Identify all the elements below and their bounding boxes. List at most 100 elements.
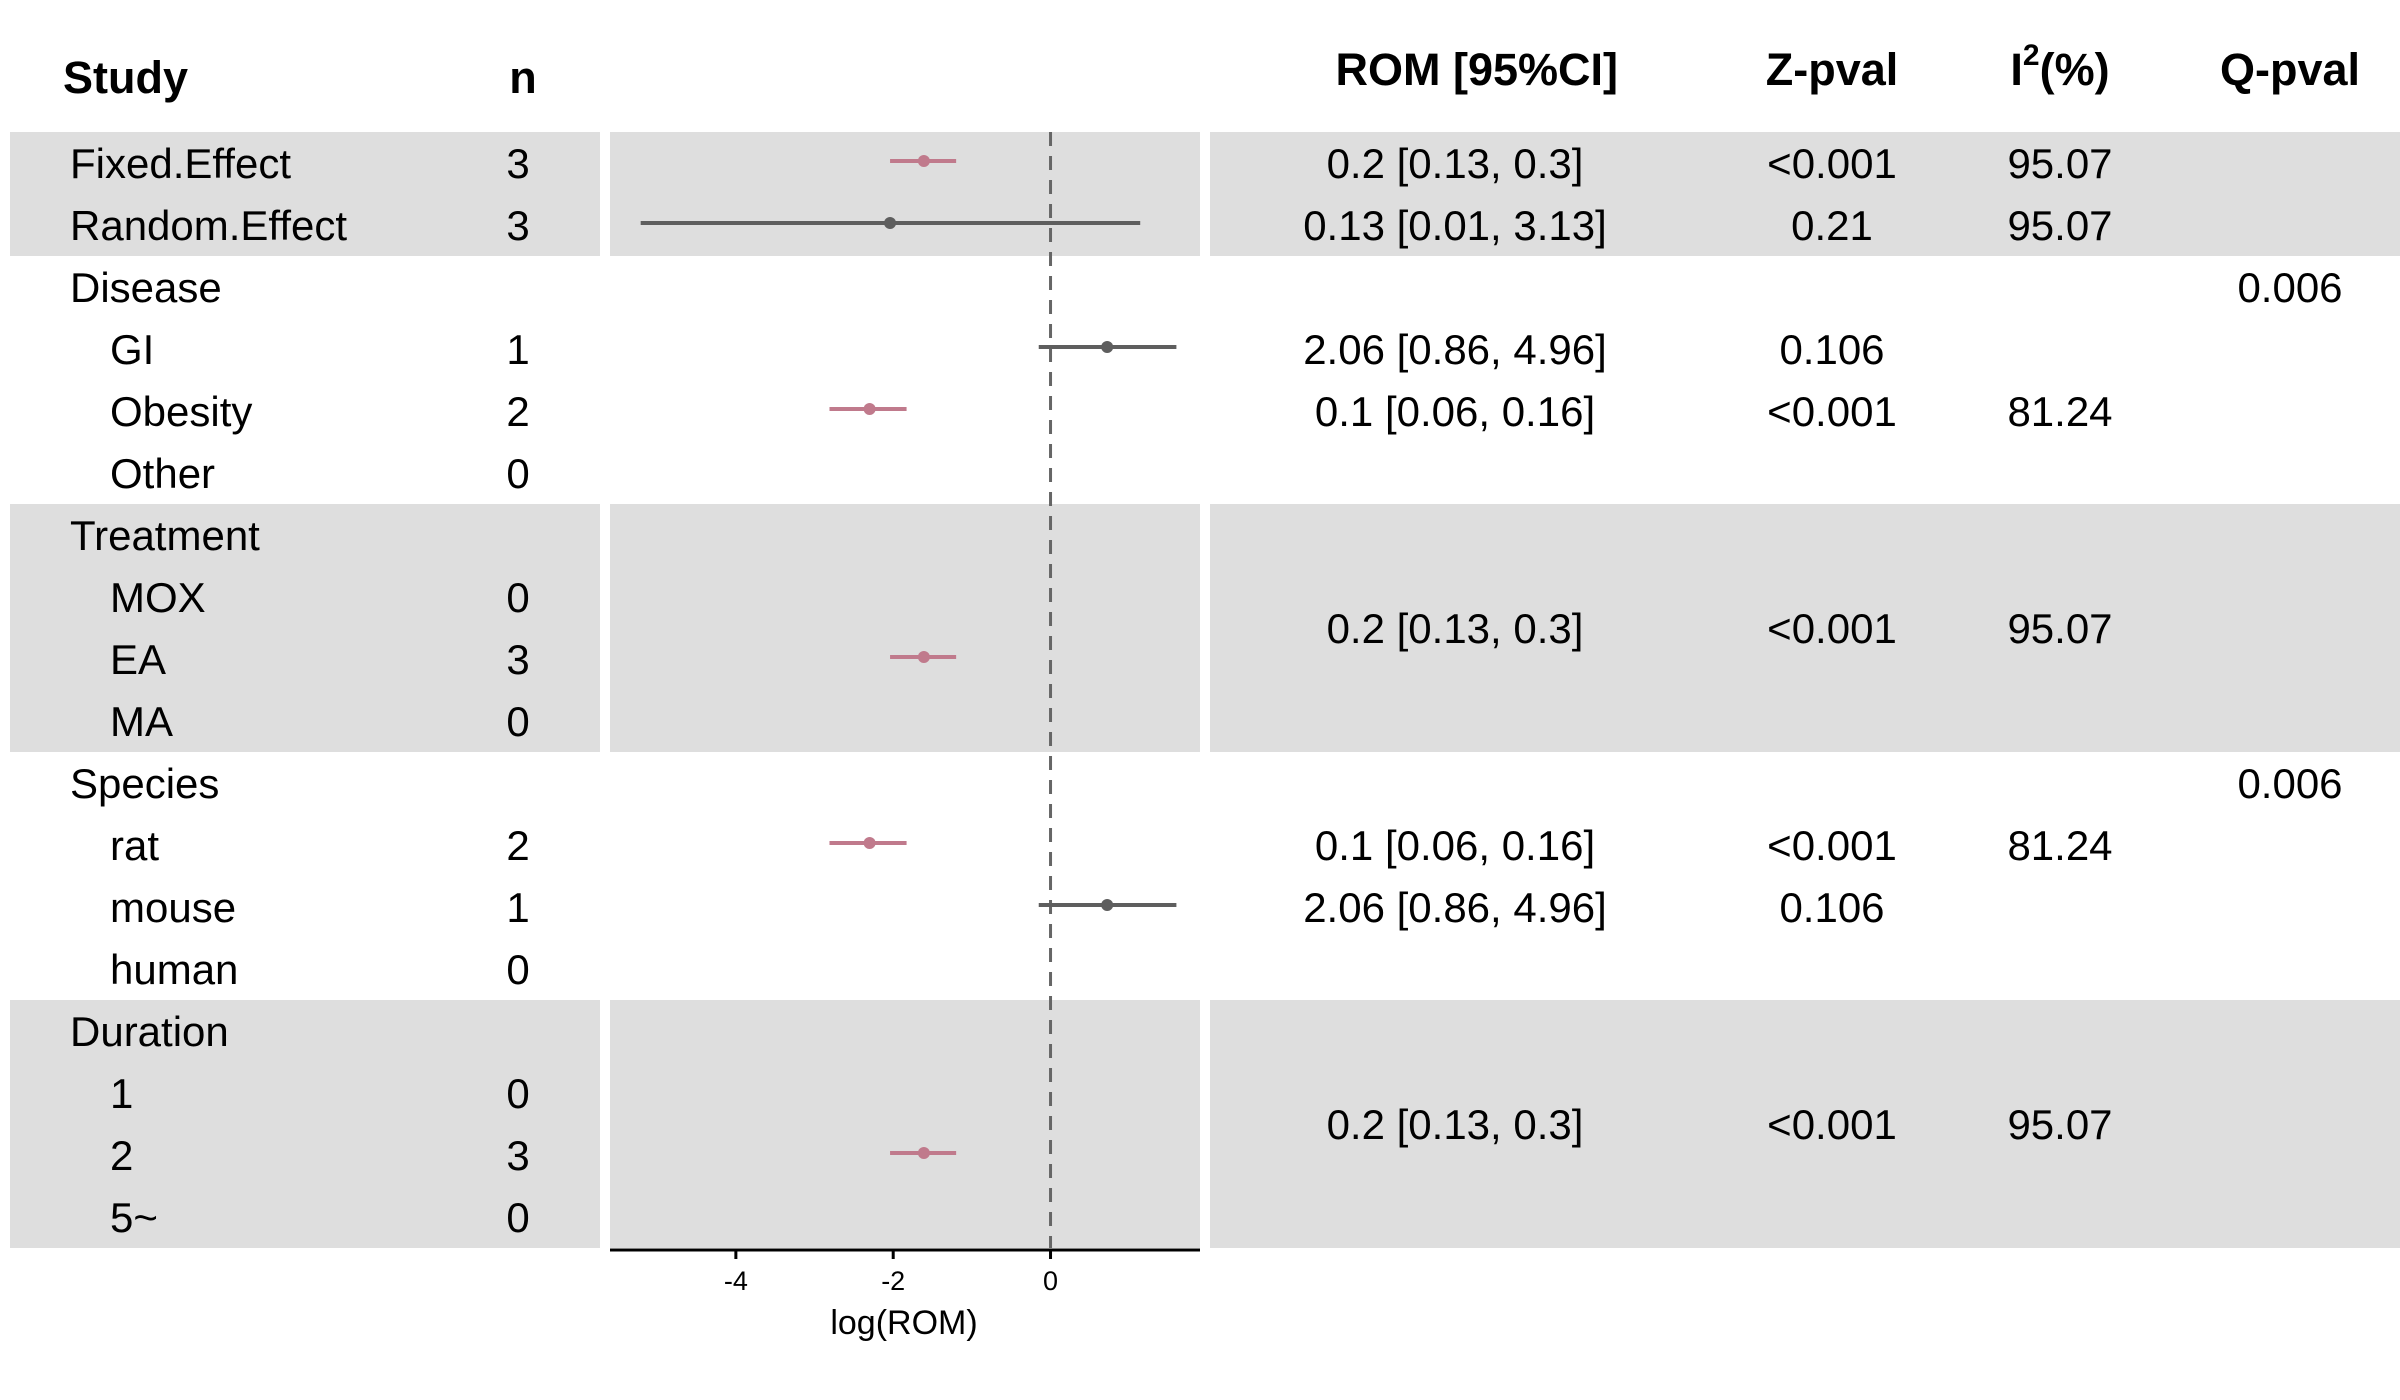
- table-row: mouse 1 2.06 [0.86, 4.96] 0.106: [110, 884, 1885, 931]
- i2-value: 95.07: [2007, 1101, 2112, 1148]
- table-row: GI 1 2.06 [0.86, 4.96] 0.106: [110, 326, 1885, 373]
- point-estimate: [863, 837, 876, 849]
- study-label: Fixed.Effect: [70, 140, 291, 187]
- table-row: rat 2 0.1 [0.06, 0.16] <0.001 81.24: [110, 822, 2113, 869]
- study-label: human: [110, 946, 238, 993]
- n-value: 2: [506, 388, 529, 435]
- study-label: EA: [110, 636, 166, 683]
- band-treatment-table: [10, 504, 600, 752]
- table-row: MA 0: [110, 698, 530, 745]
- rom-ci-value: 0.1 [0.06, 0.16]: [1315, 822, 1595, 869]
- x-tick-label: -2: [881, 1266, 905, 1296]
- study-label: Duration: [70, 1008, 229, 1055]
- x-axis-ticks: -4 -2 0: [724, 1250, 1058, 1296]
- study-label: Random.Effect: [70, 202, 347, 249]
- n-value: 0: [506, 450, 529, 497]
- i2-value: 95.07: [2007, 140, 2112, 187]
- n-value: 0: [506, 1194, 529, 1241]
- table-rows: Fixed.Effect 3 0.2 [0.13, 0.3] <0.001 95.07 R…: [70, 140, 2343, 1241]
- study-label: 1: [110, 1070, 133, 1117]
- n-value: 0: [506, 698, 529, 745]
- n-value: 0: [506, 1070, 529, 1117]
- q-pval-value: 0.006: [2237, 264, 2342, 311]
- study-label: GI: [110, 326, 154, 373]
- table-row: Species 0.006: [70, 760, 2343, 807]
- effect-mark: [829, 837, 907, 849]
- z-pval-value: <0.001: [1767, 605, 1897, 652]
- i2-value: 95.07: [2007, 605, 2112, 652]
- band-duration-plot: [610, 1000, 1200, 1248]
- band-overall-plot: [610, 132, 1200, 256]
- study-label: mouse: [110, 884, 236, 931]
- n-value: 3: [506, 636, 529, 683]
- point-estimate: [1101, 899, 1114, 911]
- effect-mark: [890, 1147, 957, 1159]
- band-overall-stats: [1210, 132, 2400, 256]
- rom-ci-value: 0.2 [0.13, 0.3]: [1327, 1101, 1584, 1148]
- header-zpval: Z-pval: [1766, 44, 1899, 95]
- effect-mark: [640, 217, 1141, 229]
- n-value: 1: [506, 326, 529, 373]
- band-treatment-plot: [610, 504, 1200, 752]
- band-duration-table: [10, 1000, 600, 1248]
- n-value: 3: [506, 202, 529, 249]
- n-value: 1: [506, 884, 529, 931]
- merged-stat-row: 0.2 [0.13, 0.3] <0.001 95.07: [1327, 1101, 2113, 1148]
- header-n: n: [509, 52, 537, 103]
- n-value: 3: [506, 1132, 529, 1179]
- table-row: Fixed.Effect 3 0.2 [0.13, 0.3] <0.001 95.07: [70, 140, 2113, 187]
- header-i2-superscript: 2: [2023, 39, 2040, 72]
- rom-ci-value: 0.1 [0.06, 0.16]: [1315, 388, 1595, 435]
- x-tick-label: -4: [724, 1266, 748, 1296]
- study-label: Disease: [70, 264, 222, 311]
- effect-mark: [890, 155, 957, 167]
- band-duration-stats: [1210, 1000, 2400, 1248]
- row-bands: [10, 132, 2400, 1248]
- header-study: Study: [63, 52, 188, 103]
- table-row: Treatment: [70, 512, 260, 559]
- n-value: 2: [506, 822, 529, 869]
- band-overall-table: [10, 132, 600, 256]
- point-estimate: [1101, 341, 1114, 353]
- x-tick-label: 0: [1043, 1266, 1058, 1296]
- z-pval-value: <0.001: [1767, 140, 1897, 187]
- rom-ci-value: 0.2 [0.13, 0.3]: [1327, 140, 1584, 187]
- q-pval-value: 0.006: [2237, 760, 2342, 807]
- effect-mark: [829, 403, 907, 415]
- table-row: Duration: [70, 1008, 229, 1055]
- table-row: 5~ 0: [110, 1194, 530, 1241]
- header-i2-base: I: [2010, 44, 2023, 95]
- n-value: 0: [506, 574, 529, 621]
- header-i2-suffix: (%): [2040, 44, 2110, 95]
- i2-value: 81.24: [2007, 822, 2112, 869]
- study-label: Obesity: [110, 388, 252, 435]
- rom-ci-value: 2.06 [0.86, 4.96]: [1303, 326, 1607, 373]
- header-qpval: Q-pval: [2220, 44, 2360, 95]
- study-label: Treatment: [70, 512, 260, 559]
- study-label: 5~: [110, 1194, 158, 1241]
- study-label: MOX: [110, 574, 206, 621]
- rom-ci-value: 0.13 [0.01, 3.13]: [1303, 202, 1607, 249]
- effect-marks: [640, 155, 1177, 1159]
- table-row: Random.Effect 3 0.13 [0.01, 3.13] 0.21 95.07: [70, 202, 2113, 249]
- table-row: EA 3: [110, 636, 530, 683]
- point-estimate: [917, 155, 930, 167]
- header-i2: I2(%): [2010, 39, 2109, 95]
- table-row: Disease 0.006: [70, 264, 2343, 311]
- n-value: 0: [506, 946, 529, 993]
- z-pval-value: <0.001: [1767, 1101, 1897, 1148]
- table-row: Obesity 2 0.1 [0.06, 0.16] <0.001 81.24: [110, 388, 2113, 435]
- rom-ci-value: 0.2 [0.13, 0.3]: [1327, 605, 1584, 652]
- effect-mark: [1038, 341, 1177, 353]
- study-label: MA: [110, 698, 173, 745]
- merged-stat-row: 0.2 [0.13, 0.3] <0.001 95.07: [1327, 605, 2113, 652]
- i2-value: 81.24: [2007, 388, 2112, 435]
- study-label: Species: [70, 760, 219, 807]
- study-label: 2: [110, 1132, 133, 1179]
- band-treatment-stats: [1210, 504, 2400, 752]
- point-estimate: [863, 403, 876, 415]
- i2-value: 95.07: [2007, 202, 2112, 249]
